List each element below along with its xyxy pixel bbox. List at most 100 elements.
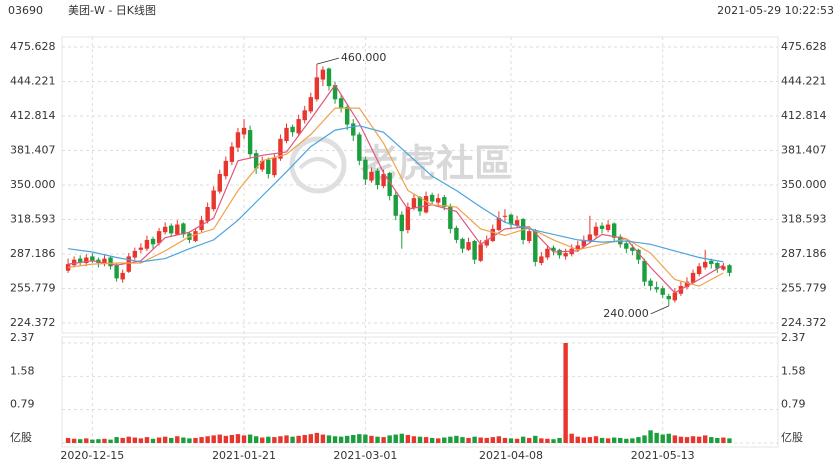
candle-body — [721, 266, 726, 270]
volume-bar — [290, 436, 295, 443]
volume-bar — [314, 432, 320, 443]
candle-body — [496, 217, 502, 231]
volume-bar — [102, 438, 107, 443]
volume-bar — [533, 435, 538, 443]
candle-body — [508, 214, 514, 225]
ma-line — [68, 125, 724, 263]
y-tick-label: 444.221 — [10, 75, 56, 88]
candle-body — [169, 225, 174, 234]
candle-body — [387, 172, 392, 196]
volume-bar — [229, 434, 235, 443]
volume-bar — [442, 437, 447, 443]
volume-bar — [648, 430, 653, 443]
volume-bar — [375, 436, 380, 443]
volume-bar — [696, 436, 702, 443]
volume-bar — [672, 435, 678, 443]
candle-body — [593, 226, 599, 236]
volume-bar — [187, 438, 192, 443]
y-tick-label-right: 255.779 — [781, 282, 827, 295]
candle-body — [363, 159, 368, 180]
candle-body — [611, 223, 617, 238]
volume-bar — [684, 437, 690, 443]
volume-bar — [96, 439, 101, 443]
candle-body — [320, 69, 326, 80]
volume-bar — [423, 437, 429, 443]
volume-bar — [466, 437, 471, 443]
volume-bar — [478, 437, 483, 443]
volume-bar — [181, 437, 186, 443]
candle-body — [472, 241, 477, 260]
volume-bar — [387, 435, 392, 443]
y-tick-label-right: 318.593 — [781, 213, 827, 226]
candle-body — [351, 123, 356, 136]
volume-bar — [90, 439, 95, 443]
candle-body — [217, 174, 222, 192]
y-tick-label-right: 412.814 — [781, 109, 827, 122]
volume-bar — [205, 436, 210, 443]
candle-body — [211, 190, 216, 210]
chart-title: 美团-W - 日K线图 — [68, 3, 156, 17]
candle-body — [642, 260, 647, 282]
candle-body — [429, 194, 435, 202]
candle-body — [302, 110, 307, 121]
volume-bar — [605, 438, 611, 443]
volume-bar — [702, 435, 708, 443]
candle-body — [460, 238, 465, 249]
volume-bar — [721, 437, 726, 443]
volume-bar — [399, 433, 404, 443]
volume-bar — [344, 435, 350, 443]
volume-bar — [223, 435, 229, 443]
volume-bar — [557, 437, 562, 443]
volume-bar — [126, 436, 131, 443]
candle-body — [108, 257, 113, 267]
volume-bar — [715, 437, 720, 443]
candle-body — [648, 280, 653, 287]
candle-body — [411, 198, 417, 209]
volume-bar — [660, 434, 665, 443]
volume-bar — [381, 437, 386, 443]
volume-bar — [417, 436, 423, 443]
volume-bar — [436, 438, 441, 443]
candle-body — [551, 247, 556, 251]
watermark-logo — [289, 136, 347, 194]
candle-body — [654, 287, 659, 290]
volume-bar — [217, 434, 222, 443]
candle-body — [114, 265, 119, 279]
volume-tick-label: 亿股 — [10, 431, 32, 444]
volume-bar — [460, 437, 465, 443]
candle-body — [630, 247, 635, 251]
candle-body — [696, 266, 702, 274]
volume-bar — [624, 438, 629, 443]
candle-body — [229, 146, 235, 162]
volume-bar — [618, 437, 623, 443]
volume-tick-label-right: 0.79 — [781, 398, 806, 411]
volume-bar — [357, 434, 362, 443]
volume-bar — [369, 435, 374, 443]
volume-bar — [472, 436, 477, 443]
volume-bar — [454, 435, 459, 443]
candle-body — [575, 245, 580, 250]
volume-bar — [496, 436, 502, 443]
candle-body — [314, 77, 320, 100]
volume-bar — [211, 435, 216, 443]
volume-bar — [666, 433, 671, 443]
y-tick-label-right: 350.000 — [781, 178, 827, 191]
candle-body — [514, 220, 520, 226]
volume-bar — [320, 434, 326, 443]
candle-body — [338, 98, 344, 109]
candle-body — [308, 97, 313, 112]
candle-body — [405, 206, 411, 231]
candle-body — [272, 157, 277, 176]
candle-body — [247, 130, 253, 155]
candle-body — [162, 226, 168, 233]
candle-body — [484, 239, 489, 246]
volume-bar — [272, 437, 277, 443]
y-tick-label-right: 444.221 — [781, 75, 827, 88]
candle-body — [399, 214, 404, 232]
volume-bar — [138, 438, 144, 443]
candle-body — [381, 174, 386, 187]
x-tick-label: 2020-12-15 — [60, 449, 124, 462]
volume-bar — [630, 438, 635, 443]
candle-body — [290, 126, 295, 133]
